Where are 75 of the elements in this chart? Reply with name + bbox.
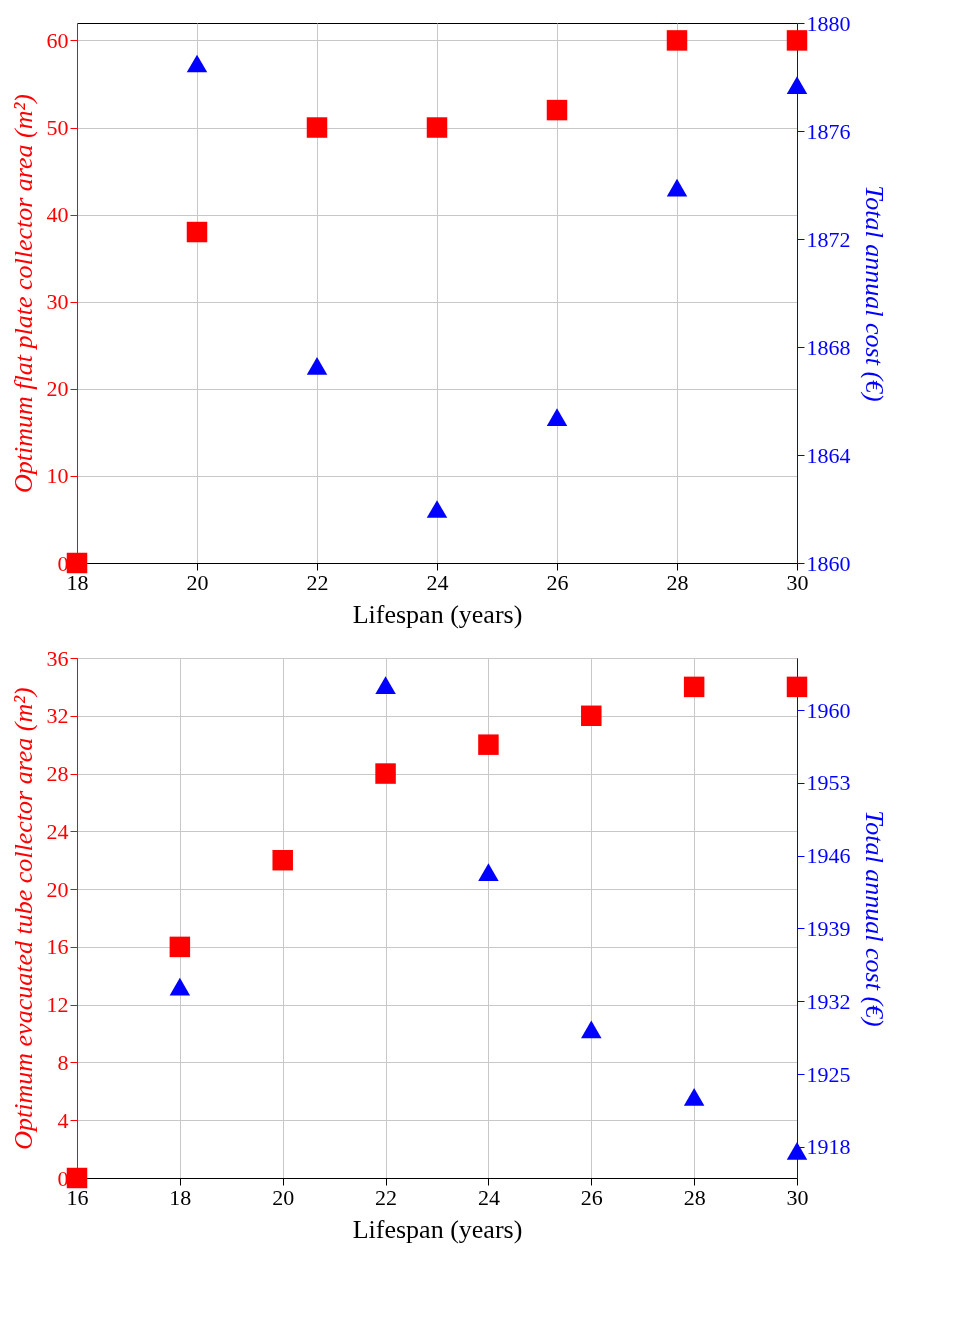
y-tick-label: 10 (46, 463, 69, 489)
x-tick-label: 30 (786, 1184, 809, 1210)
point (666, 30, 688, 51)
y2-tick-label: 1925 (806, 1061, 851, 1087)
y2-axis-title: Total annual cost (€) (859, 185, 889, 402)
point (169, 936, 191, 958)
y-tick-label: 16 (46, 934, 69, 960)
x-tick-label: 24 (426, 569, 449, 595)
y2-tick-label: 1932 (806, 988, 851, 1014)
point (306, 117, 328, 138)
y2-tick-label: 1872 (806, 226, 851, 252)
point (169, 977, 191, 996)
y-tick-label: 24 (46, 818, 69, 844)
x-tick-label: 20 (272, 1184, 295, 1210)
point (546, 99, 568, 121)
x-axis-title: Lifespan (years) (352, 1214, 523, 1244)
point (66, 1167, 88, 1189)
point (786, 76, 808, 94)
point (581, 1020, 602, 1039)
y2-tick-label: 1864 (806, 442, 851, 468)
point (186, 221, 208, 243)
y-tick-label: 36 (46, 645, 69, 671)
point (666, 178, 688, 197)
x-tick-label: 24 (477, 1184, 500, 1210)
point (683, 1088, 705, 1106)
y2-tick-label: 1939 (806, 915, 851, 941)
x-tick-label: 22 (375, 1184, 398, 1210)
y-tick-label: 8 (57, 1049, 69, 1075)
y-tick-label: 20 (46, 376, 69, 402)
point (426, 500, 448, 518)
point (546, 408, 568, 427)
y2-tick-label: 1880 (806, 10, 851, 36)
y-tick-label: 50 (46, 115, 69, 141)
y2-tick-label: 1953 (806, 770, 851, 796)
y2-tick-label: 1918 (806, 1134, 851, 1160)
y-tick-label: 30 (46, 289, 69, 315)
point (683, 676, 705, 698)
y-tick-label: 12 (46, 992, 69, 1018)
y2-tick-label: 1860 (806, 550, 851, 576)
y2-tick-label: 1868 (806, 334, 851, 360)
y2-tick-label: 1946 (806, 843, 851, 869)
point (186, 54, 208, 73)
x-tick-label: 28 (683, 1184, 706, 1210)
y2-tick-label: 1876 (806, 118, 851, 144)
point (426, 117, 448, 138)
point (272, 849, 293, 871)
y2-tick-label: 1960 (806, 697, 851, 723)
x-tick-label: 20 (186, 569, 209, 595)
point (786, 676, 808, 698)
point (478, 863, 499, 882)
point (306, 357, 328, 375)
y-tick-label: 40 (46, 202, 69, 228)
point (478, 734, 499, 755)
x-tick-label: 26 (580, 1184, 603, 1210)
point (786, 1142, 808, 1160)
point (375, 676, 396, 694)
x-tick-label: 28 (666, 569, 689, 595)
x-tick-label: 18 (66, 569, 89, 595)
y-tick-label: 60 (46, 27, 69, 53)
x-tick-label: 26 (546, 569, 569, 595)
x-tick-label: 22 (306, 569, 329, 595)
x-tick-label: 30 (786, 569, 809, 595)
x-tick-label: 18 (169, 1184, 192, 1210)
point (375, 763, 396, 784)
y-tick-label: 28 (46, 761, 69, 787)
point (786, 30, 808, 51)
point (66, 552, 88, 574)
y-tick-label: 32 (46, 703, 69, 729)
y-axis-title: Optimum evacuated tube collector area (m²) (8, 687, 38, 1150)
y-tick-label: 4 (57, 1107, 69, 1133)
y2-axis-title: Total annual cost (€) (859, 810, 889, 1027)
y-tick-label: 20 (46, 876, 69, 902)
y-axis-title: Optimum flat plate collector area (m²) (8, 94, 38, 493)
point (581, 705, 602, 727)
x-axis-title: Lifespan (years) (352, 599, 523, 629)
